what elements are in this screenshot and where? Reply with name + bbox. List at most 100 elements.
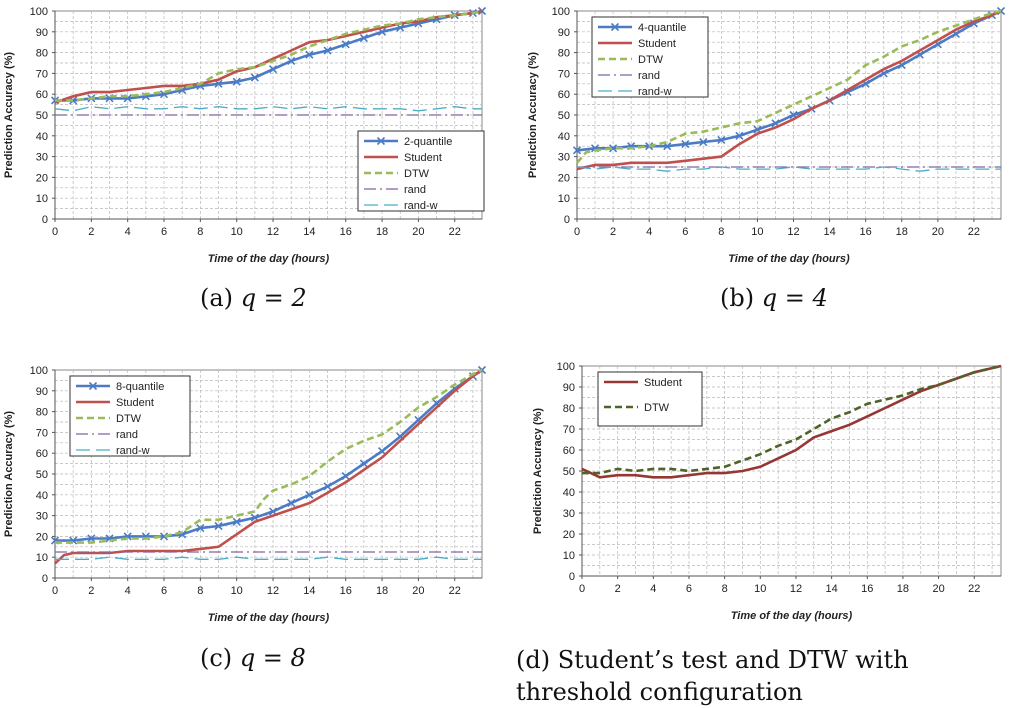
series-point [323, 482, 332, 491]
x-tick-label: 8 [197, 226, 203, 238]
x-tick-label: 12 [267, 226, 279, 238]
y-tick-label: 100 [30, 365, 48, 377]
caption-c-eq: q = 8 [239, 644, 306, 672]
y-tick-label: 10 [36, 193, 48, 205]
y-tick-label: 20 [36, 172, 48, 184]
y-tick-label: 0 [42, 214, 48, 226]
x-tick-label: 0 [574, 226, 580, 238]
x-tick-label: 2 [610, 226, 616, 238]
x-axis-label: Time of the day (hours) [731, 610, 853, 622]
series-point [232, 517, 241, 526]
legend-marker [88, 381, 98, 391]
y-tick-label: 50 [563, 466, 575, 478]
series-line-Student [54, 9, 483, 104]
series-point [681, 140, 690, 149]
x-axis-label: Time of the day (hours) [728, 253, 850, 265]
y-tick-label: 100 [557, 361, 575, 373]
y-tick-label: 50 [36, 469, 48, 481]
x-tick-label: 6 [161, 585, 167, 597]
x-tick-label: 4 [650, 583, 656, 595]
x-tick-label: 22 [968, 226, 980, 238]
y-tick-label: 20 [563, 529, 575, 541]
legend: 2-quantile Student DTW rand rand-w [357, 130, 485, 212]
x-tick-label: 20 [412, 585, 424, 597]
legend-label: rand-w [638, 86, 672, 98]
x-tick-label: 2 [615, 583, 621, 595]
x-axis-label: Time of the day (hours) [208, 253, 330, 265]
series-point [250, 73, 259, 82]
x-tick-label: 12 [787, 226, 799, 238]
series-point [377, 447, 387, 456]
series-point [735, 131, 744, 140]
series-point [159, 532, 169, 541]
x-tick-label: 0 [52, 226, 58, 238]
y-tick-label: 30 [36, 152, 48, 164]
x-tick-label: 12 [790, 583, 802, 595]
series-line-Student [576, 9, 1002, 171]
y-tick-label: 90 [36, 27, 48, 39]
x-tick-label: 6 [161, 226, 167, 238]
legend-label: 2-quantile [404, 136, 452, 148]
x-tick-label: 12 [267, 585, 279, 597]
caption-b-eq: q = 4 [761, 284, 828, 312]
x-tick-label: 8 [718, 226, 724, 238]
series-point [341, 40, 350, 49]
legend-box [591, 16, 709, 98]
x-tick-label: 4 [125, 226, 131, 238]
legend-label: rand [404, 184, 426, 196]
caption-b: (b) q = 4 [720, 284, 828, 312]
series-point [196, 524, 205, 533]
y-tick-label: 40 [558, 131, 570, 143]
x-tick-label: 10 [751, 226, 763, 238]
x-tick-label: 14 [303, 585, 315, 597]
x-tick-label: 16 [340, 226, 352, 238]
series-point [214, 521, 223, 531]
y-tick-label: 70 [36, 68, 48, 80]
y-tick-label: 30 [36, 511, 48, 523]
y-tick-label: 60 [558, 89, 570, 101]
caption-a: (a) q = 2 [200, 284, 307, 312]
series-point [359, 459, 368, 468]
y-tick-label: 100 [552, 6, 570, 18]
series-point [232, 77, 241, 86]
x-tick-label: 2 [88, 585, 94, 597]
y-tick-label: 70 [563, 424, 575, 436]
series-point [287, 499, 296, 508]
y-tick-label: 70 [36, 427, 48, 439]
legend-label: Student [644, 377, 682, 389]
legend: 4-quantile Student DTW rand rand-w [591, 16, 709, 98]
legend-label: DTW [644, 402, 670, 414]
y-tick-label: 0 [42, 573, 48, 585]
y-tick-label: 0 [564, 214, 570, 226]
series-line-rand-w [54, 106, 482, 112]
x-tick-label: 8 [722, 583, 728, 595]
caption-c-prefix: (c) [200, 644, 233, 672]
legend-label: 4-quantile [638, 22, 686, 34]
y-axis-label: Prediction Accuracy (%) [532, 408, 544, 534]
y-tick-label: 10 [36, 552, 48, 564]
y-tick-label: 100 [30, 6, 48, 18]
y-tick-label: 50 [36, 110, 48, 122]
y-axis-label: Prediction Accuracy (%) [3, 411, 15, 537]
legend-label: DTW [404, 168, 430, 180]
series-point [699, 137, 708, 147]
legend-marker [376, 136, 386, 146]
x-tick-label: 14 [825, 583, 837, 595]
caption-c: (c) q = 8 [200, 644, 306, 672]
y-tick-label: 90 [563, 382, 575, 394]
legend-label: rand [116, 429, 138, 441]
x-tick-label: 8 [197, 585, 203, 597]
series-point [572, 146, 582, 155]
y-tick-label: 60 [36, 448, 48, 460]
y-tick-label: 30 [563, 508, 575, 520]
series-line-DTW [55, 9, 483, 102]
y-tick-label: 40 [563, 487, 575, 499]
x-tick-label: 18 [897, 583, 909, 595]
y-tick-label: 30 [558, 152, 570, 164]
y-tick-label: 90 [36, 386, 48, 398]
x-tick-label: 22 [449, 585, 461, 597]
x-tick-label: 4 [125, 585, 131, 597]
chart-4: 0 10 20 30 40 50 60 70 80 90 100 0 2 4 6 8 10 12 14 16 18 20 2… [532, 361, 1002, 622]
caption-d: (d) Student’s test and DTW with threshol… [516, 644, 1016, 708]
